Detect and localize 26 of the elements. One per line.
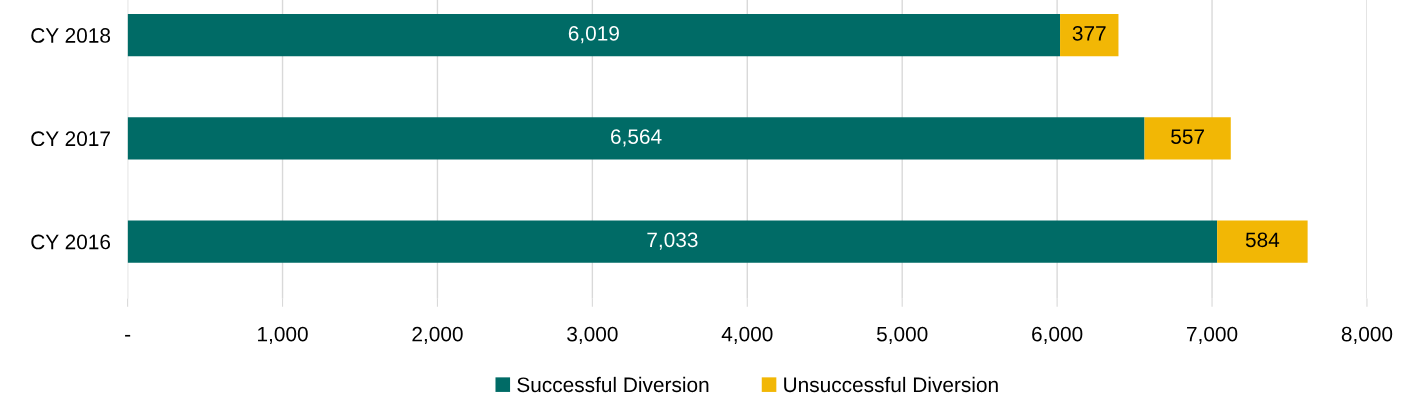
bar bbox=[1144, 117, 1231, 160]
data-label: 7,033 bbox=[647, 232, 698, 250]
bar bbox=[127, 117, 1145, 160]
bar bbox=[127, 220, 1218, 263]
x-tick-label: 3,000 bbox=[567, 326, 618, 344]
x-tick-label: 7,000 bbox=[1187, 326, 1238, 344]
y-tick-label: CY 2018 bbox=[31, 28, 111, 43]
data-label: 377 bbox=[1072, 25, 1106, 41]
x-tick-label: - bbox=[125, 334, 131, 337]
data-label: 584 bbox=[1245, 232, 1280, 248]
bar bbox=[1217, 220, 1308, 263]
x-tick-label: 8,000 bbox=[1341, 326, 1393, 344]
legend-label: Unsuccessful Diversion bbox=[784, 376, 998, 393]
bar bbox=[127, 13, 1061, 57]
y-tick-label: CY 2017 bbox=[31, 131, 110, 147]
x-tick-label: 1,000 bbox=[258, 326, 308, 344]
bar bbox=[1060, 13, 1119, 57]
data-label: 6,019 bbox=[568, 25, 619, 44]
x-tick-label: 2,000 bbox=[412, 326, 463, 344]
data-label: 557 bbox=[1171, 129, 1204, 144]
y-tick-label: CY 2016 bbox=[31, 234, 111, 250]
data-label: 6,564 bbox=[611, 129, 662, 147]
x-tick-label: 5,000 bbox=[876, 326, 928, 344]
x-tick-label: 6,000 bbox=[1032, 326, 1083, 344]
x-tick-label: 4,000 bbox=[721, 326, 773, 344]
legend-label: Successful Diversion bbox=[517, 376, 709, 393]
